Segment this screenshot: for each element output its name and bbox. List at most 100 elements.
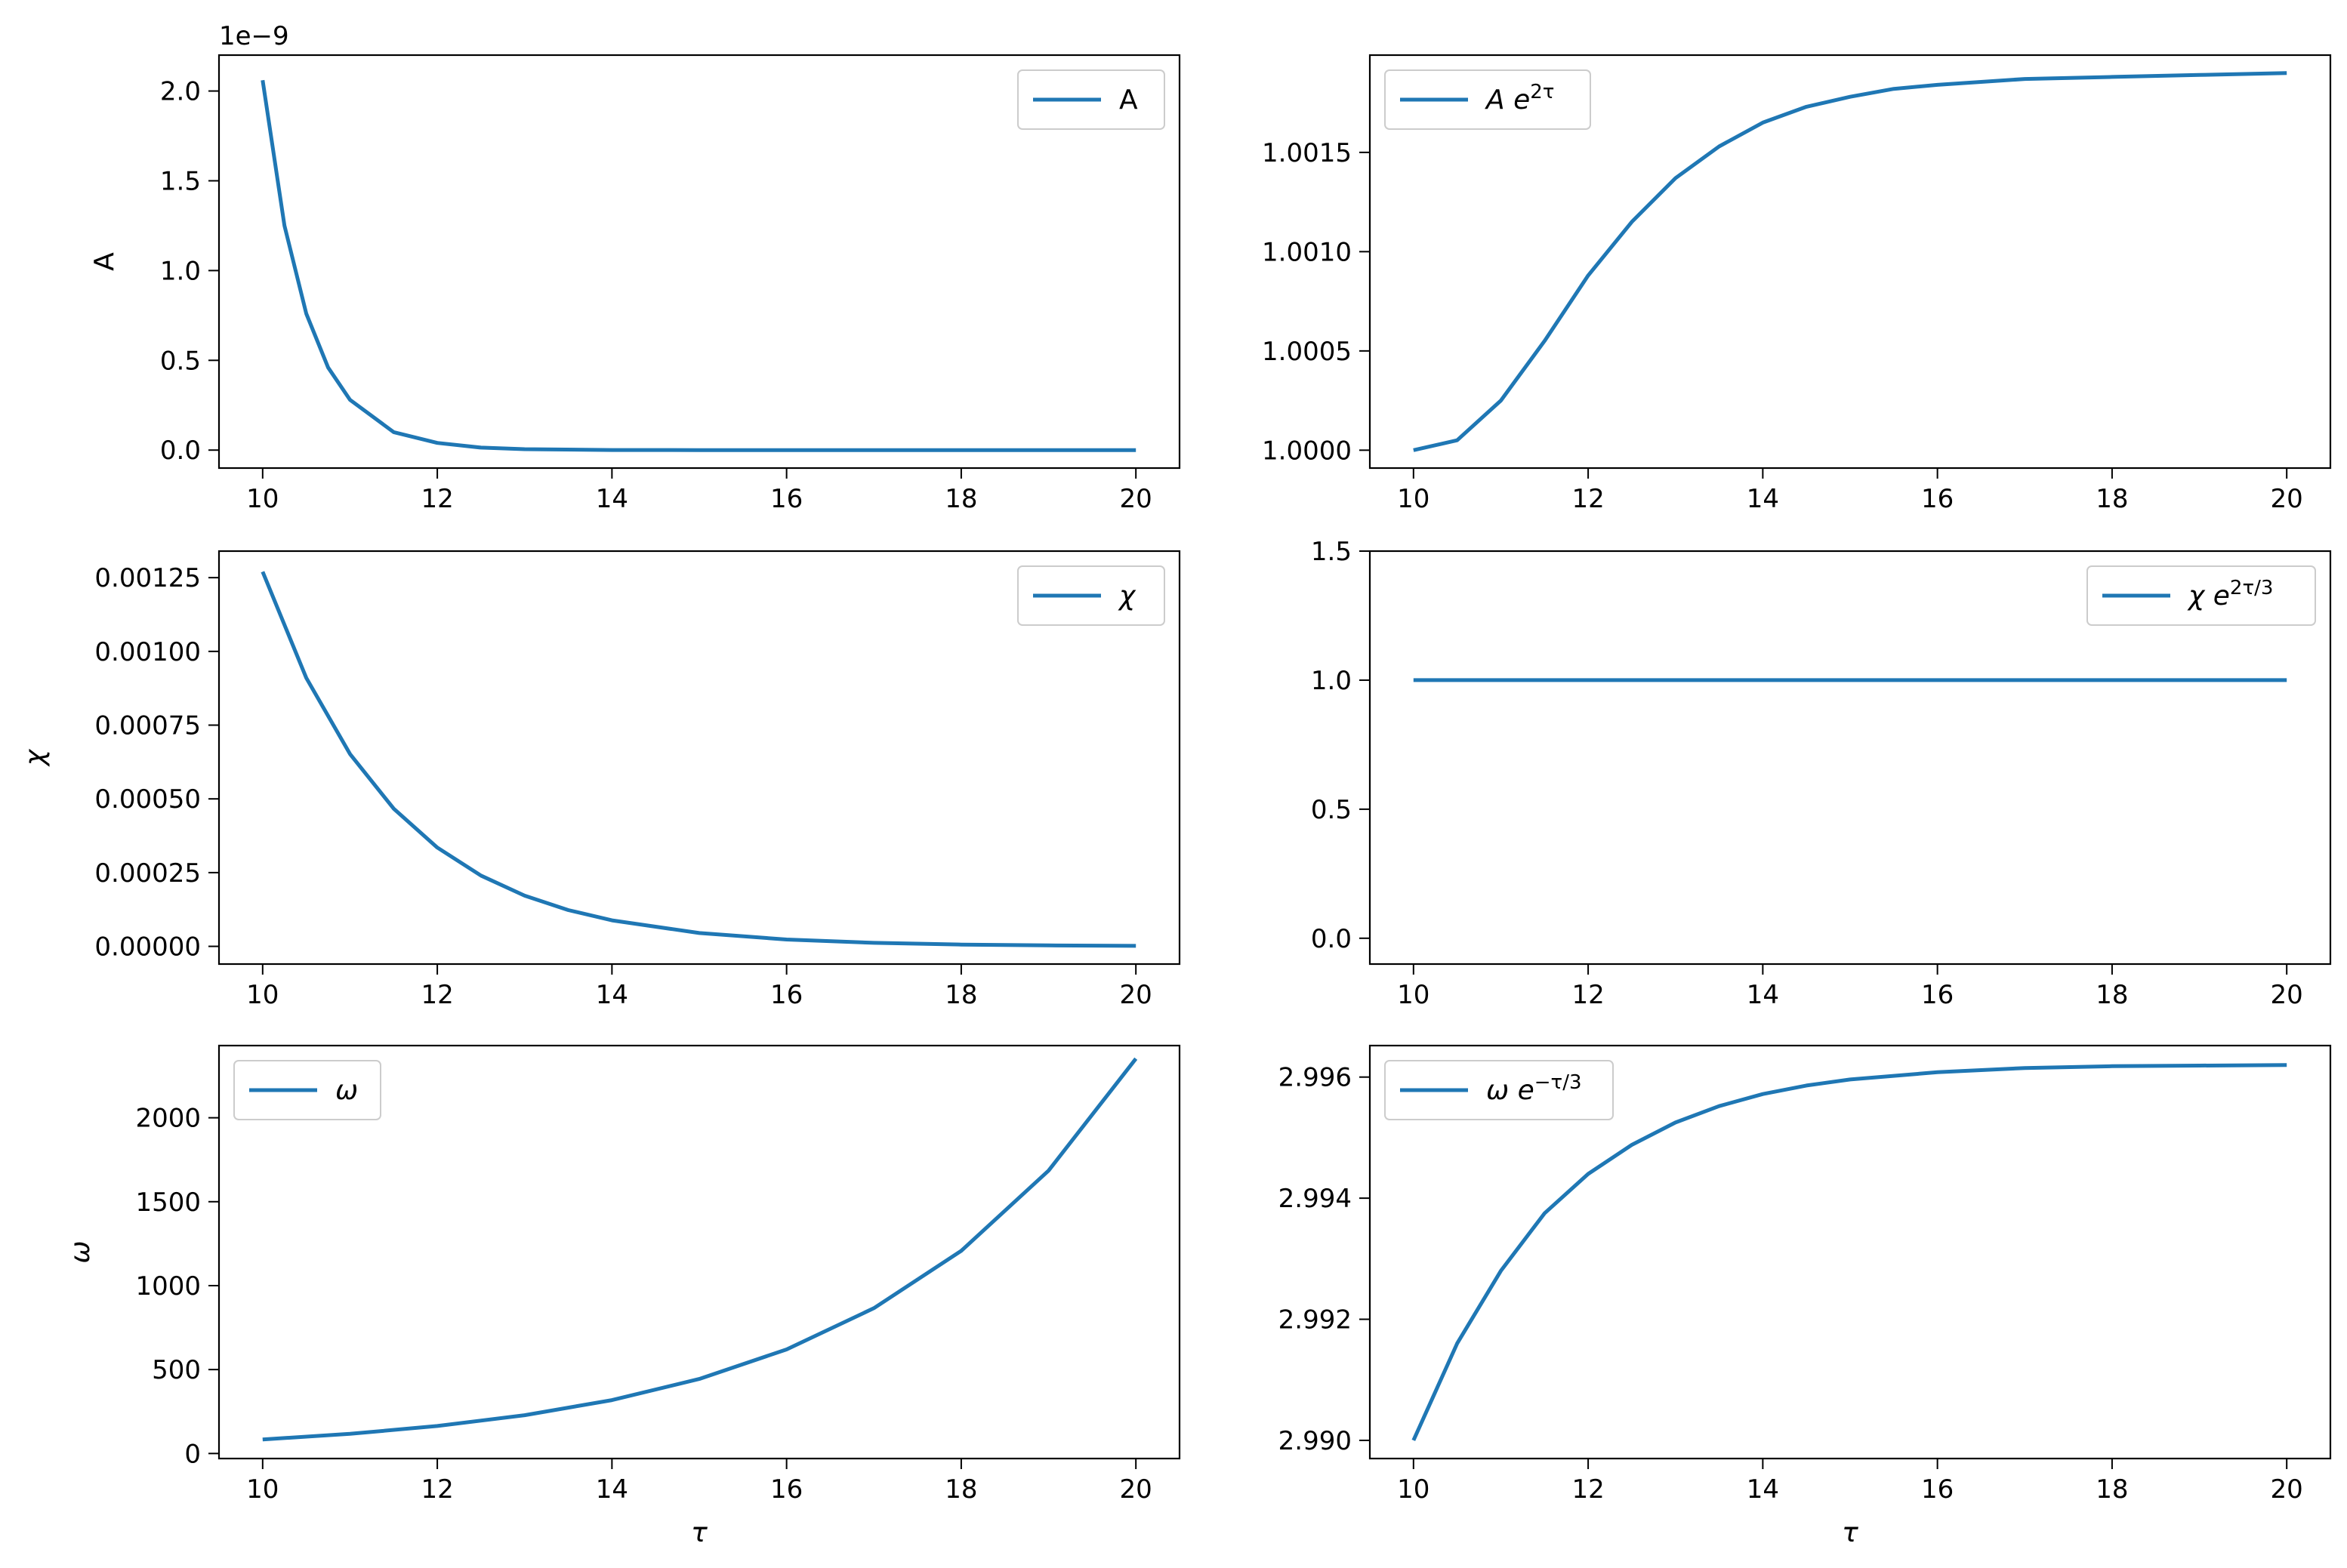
y-tick-label: 1.0005 (1262, 337, 1352, 367)
legend-label: A e2τ (1485, 81, 1554, 116)
chart-panel-1: 10 12 14 16 18 20 0.0 0.5 1.0 1.5 2.0 A 1e−9 A (89, 21, 1181, 514)
y-tick-label: 1.5 (1311, 537, 1352, 567)
axes-frame (217, 550, 1181, 966)
y-tick-label: 1500 (135, 1188, 201, 1218)
x-tick-label: 18 (2096, 1474, 2128, 1505)
y-tick-label: 2.990 (1278, 1426, 1352, 1456)
x-tick-label: 12 (421, 1474, 453, 1505)
y-tick-label: 2000 (135, 1104, 201, 1134)
y-tick-label: 0.5 (1311, 795, 1352, 825)
x-tick-label: 12 (421, 484, 453, 514)
x-axis-label: τ (1842, 1517, 1858, 1548)
axes-frame (1368, 550, 2332, 966)
y-tick-label: 0.00075 (94, 711, 201, 741)
legend: ω e−τ/3 (1384, 1060, 1614, 1120)
series-line (1413, 71, 2287, 452)
x-tick-label: 20 (2271, 484, 2303, 514)
chart-panel-4: 10 12 14 16 18 20 0.0 0.5 1.0 1.5 χ e2τ/3 (1311, 537, 2332, 1010)
axes-frame (217, 1044, 1181, 1460)
x-tick-label: 16 (770, 484, 803, 514)
x-tick-label: 12 (1571, 484, 1604, 514)
x-tick-label: 12 (1571, 1474, 1604, 1505)
x-tick-label: 10 (1397, 1474, 1429, 1505)
x-tick-label: 18 (2096, 484, 2128, 514)
y-tick-label: 0.0 (160, 436, 201, 466)
x-tick-label: 18 (2096, 980, 2128, 1010)
x-tick-label: 10 (1397, 484, 1429, 514)
legend: χ e2τ/3 (2086, 565, 2316, 626)
y-tick-label: 0.00125 (94, 563, 201, 593)
legend-label: χ e2τ/3 (2187, 577, 2273, 611)
x-tick-label: 20 (1120, 484, 1152, 514)
chart-panel-2: 10 12 14 16 18 20 1.0000 1.0005 1.0010 1.0015 A e2… (1262, 54, 2332, 514)
axes-frame (1368, 54, 2332, 470)
y-tick-label: 2.996 (1278, 1063, 1352, 1093)
x-tick-label: 18 (945, 1474, 977, 1505)
x-tick-label: 20 (2271, 980, 2303, 1010)
x-tick-label: 16 (1921, 1474, 1954, 1505)
legend: χ (1017, 565, 1165, 626)
x-tick-label: 20 (2271, 1474, 2303, 1505)
legend-label: χ (1118, 581, 1136, 611)
x-tick-label: 10 (1397, 980, 1429, 1010)
x-axis-label: τ (691, 1517, 708, 1548)
y-tick-label: 1000 (135, 1271, 201, 1302)
y-tick-label: 1.0010 (1262, 237, 1352, 267)
x-tick-label: 10 (246, 484, 279, 514)
x-tick-label: 16 (770, 980, 803, 1010)
y-tick-label: 1.5 (160, 166, 201, 196)
x-tick-label: 16 (770, 1474, 803, 1505)
x-tick-label: 14 (1747, 484, 1779, 514)
x-tick-label: 20 (1120, 980, 1152, 1010)
legend: A (1017, 69, 1165, 130)
x-tick-label: 18 (945, 980, 977, 1010)
x-tick-label: 10 (246, 1474, 279, 1505)
x-tick-label: 12 (421, 980, 453, 1010)
y-tick-label: 0.00050 (94, 784, 201, 815)
x-tick-label: 14 (596, 484, 628, 514)
y-axis-label: A (89, 252, 120, 271)
x-tick-label: 14 (596, 1474, 628, 1505)
legend-box (1384, 1060, 1614, 1120)
y-tick-label: 1.0000 (1262, 436, 1352, 466)
legend-box (1384, 69, 1591, 130)
legend-label: ω (335, 1075, 358, 1106)
chart-panel-5: 10 12 14 16 18 20 0 500 1000 1500 2000 ω τ ω (65, 1044, 1181, 1548)
x-tick-label: 14 (596, 980, 628, 1010)
y-tick-label: 0.00100 (94, 637, 201, 667)
series-line (262, 1057, 1138, 1442)
series-line (261, 79, 1136, 452)
y-tick-label: 1.0 (160, 256, 201, 286)
x-tick-label: 10 (246, 980, 279, 1010)
y-tick-label: 1.0 (1311, 666, 1352, 696)
chart-panel-6: 10 12 14 16 18 20 2.990 2.992 2.994 2.996 τ ω e−τ/3 (1278, 1044, 2332, 1548)
x-tick-label: 16 (1921, 484, 1954, 514)
y-tick-label: 0.5 (160, 346, 201, 376)
y-tick-label: 0.0 (1311, 924, 1352, 954)
y-tick-label: 500 (152, 1355, 201, 1385)
y-tick-label: 0.00000 (94, 932, 201, 963)
x-tick-label: 16 (1921, 980, 1954, 1010)
y-tick-label: 1.0015 (1262, 138, 1352, 168)
chart-panel-3: 10 12 14 16 18 20 0.00000 0.00025 0.00050 0.00075… (20, 550, 1181, 1010)
y-tick-label: 2.0 (160, 77, 201, 107)
y-tick-label: 2.994 (1278, 1184, 1352, 1214)
y-axis-label: ω (65, 1240, 96, 1263)
series-line (1411, 1063, 2287, 1441)
y-axis-label: χ (20, 748, 51, 767)
legend: ω (233, 1060, 381, 1120)
y-tick-label: 2.992 (1278, 1305, 1352, 1335)
legend: A e2τ (1384, 69, 1591, 130)
legend-label: ω e−τ/3 (1486, 1071, 1582, 1106)
y-tick-label: 0 (184, 1439, 201, 1469)
axis-offset-text: 1e−9 (219, 21, 289, 51)
x-tick-label: 14 (1747, 1474, 1779, 1505)
axes-frame (217, 54, 1181, 470)
x-tick-label: 12 (1571, 980, 1604, 1010)
y-tick-label: 0.00025 (94, 858, 201, 889)
legend-label: A (1119, 85, 1138, 116)
x-tick-label: 20 (1120, 1474, 1152, 1505)
x-tick-label: 14 (1747, 980, 1779, 1010)
